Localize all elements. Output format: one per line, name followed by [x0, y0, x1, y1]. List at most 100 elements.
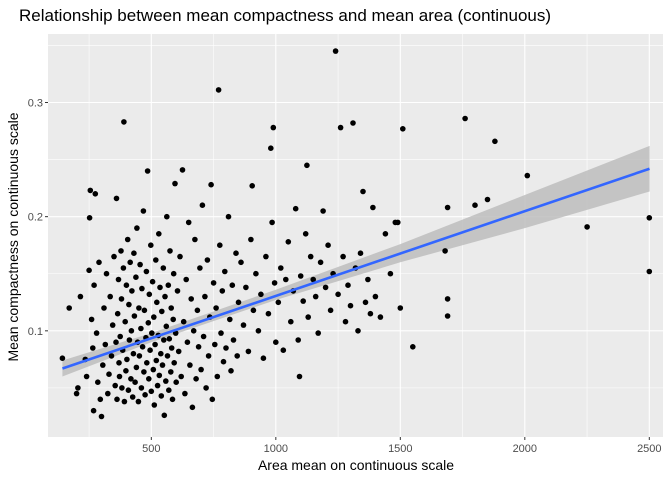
data-point — [126, 301, 132, 308]
data-point — [180, 318, 187, 325]
data-point — [235, 299, 242, 306]
data-point — [91, 282, 97, 289]
data-point — [275, 299, 282, 306]
data-point — [125, 387, 132, 394]
data-point — [444, 204, 451, 211]
data-point — [229, 282, 236, 289]
data-point — [73, 390, 80, 397]
data-point — [197, 265, 203, 271]
data-point — [325, 242, 331, 248]
data-point — [312, 293, 319, 300]
data-point — [222, 268, 228, 275]
data-point — [317, 259, 324, 266]
data-point — [168, 305, 174, 311]
data-point — [243, 284, 249, 291]
data-point — [300, 298, 307, 304]
data-point — [492, 138, 498, 145]
data-point — [646, 268, 653, 275]
data-point — [204, 257, 211, 263]
data-point — [147, 347, 153, 354]
data-point — [92, 191, 99, 197]
data-point — [86, 215, 93, 221]
data-point — [304, 162, 310, 169]
data-point — [170, 316, 176, 323]
data-point — [128, 376, 134, 382]
data-point — [225, 213, 232, 220]
data-point — [139, 344, 146, 350]
data-point — [444, 313, 451, 319]
data-point — [107, 293, 113, 300]
data-point — [260, 355, 267, 362]
data-point — [189, 404, 196, 411]
data-point — [129, 394, 136, 400]
data-point — [205, 353, 212, 359]
data-point — [484, 196, 491, 203]
data-point — [83, 373, 90, 380]
data-point — [131, 313, 138, 319]
data-point — [217, 242, 223, 248]
data-point — [136, 353, 143, 359]
data-point — [174, 288, 181, 294]
data-point — [195, 344, 202, 350]
data-point — [161, 337, 167, 343]
x-tick-label: 2500 — [637, 443, 661, 455]
data-point — [184, 339, 191, 346]
data-point — [365, 276, 371, 283]
x-axis-ticks: 500 1000 1500 2000 2500 — [142, 437, 662, 455]
data-point — [135, 398, 142, 405]
data-point — [118, 248, 124, 254]
data-point — [159, 362, 166, 368]
data-point — [121, 119, 127, 125]
data-point — [223, 345, 229, 351]
data-point — [153, 257, 159, 263]
data-point — [172, 180, 178, 187]
data-point — [86, 267, 92, 274]
data-point — [362, 299, 369, 306]
data-point — [270, 124, 277, 131]
data-point — [75, 385, 81, 391]
data-point — [179, 167, 186, 173]
data-point — [96, 259, 102, 266]
data-point — [320, 208, 326, 214]
data-point — [98, 413, 105, 420]
x-axis-title: Area mean on continuous scale — [258, 457, 454, 473]
data-point — [253, 270, 259, 277]
data-point — [102, 341, 109, 348]
data-point — [115, 276, 122, 283]
data-point — [153, 357, 160, 364]
data-point — [149, 278, 156, 285]
data-point — [249, 183, 255, 189]
data-point — [175, 348, 182, 355]
data-point — [212, 341, 218, 348]
data-point — [444, 296, 451, 302]
data-point — [213, 305, 219, 311]
data-point — [169, 396, 176, 403]
data-point — [122, 318, 128, 325]
data-point — [100, 362, 106, 368]
data-point — [154, 382, 161, 389]
data-point — [370, 204, 376, 211]
data-point — [140, 208, 147, 214]
data-point — [210, 280, 217, 286]
data-point — [126, 337, 133, 343]
data-point — [150, 366, 157, 373]
data-point — [120, 265, 127, 271]
data-point — [280, 347, 287, 354]
data-point — [133, 274, 139, 281]
data-point — [154, 299, 160, 306]
data-point — [209, 396, 216, 403]
data-point — [350, 120, 356, 126]
data-point — [387, 270, 394, 277]
data-point — [335, 291, 341, 298]
data-point — [146, 291, 153, 298]
data-point — [382, 231, 389, 237]
data-point — [296, 373, 303, 380]
data-point — [109, 322, 116, 328]
data-point — [202, 293, 208, 300]
data-point — [66, 305, 72, 311]
data-point — [342, 318, 349, 325]
data-point — [322, 284, 329, 291]
data-point — [269, 219, 275, 226]
data-point — [130, 350, 137, 357]
data-point — [129, 288, 135, 294]
